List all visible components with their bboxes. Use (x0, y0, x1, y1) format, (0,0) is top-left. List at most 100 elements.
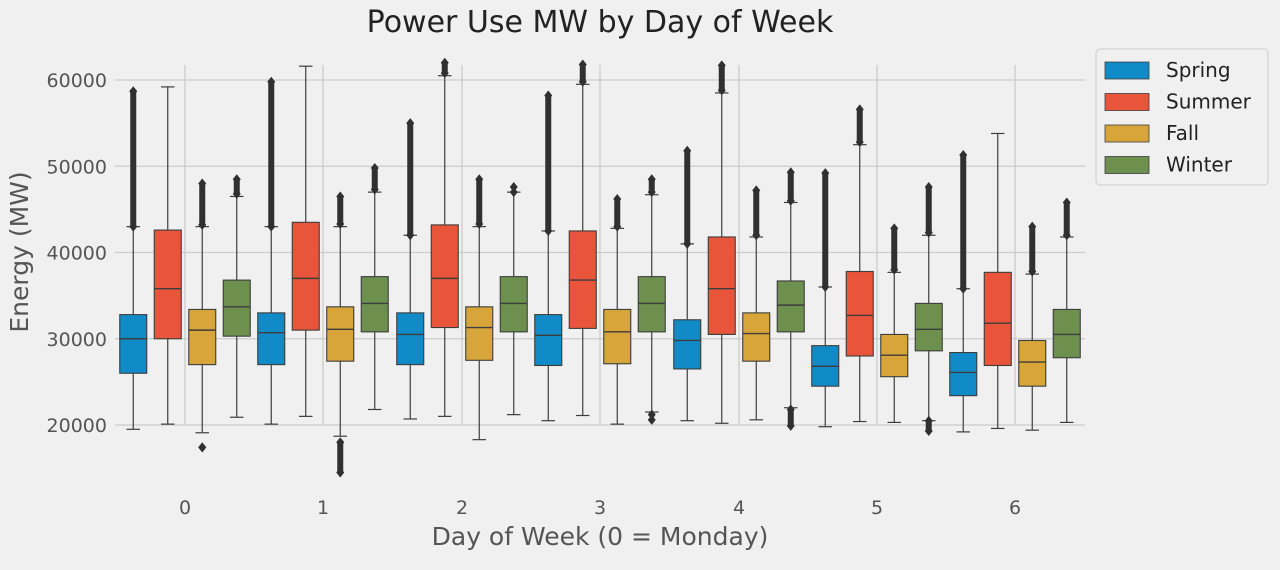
box-winter (499, 181, 528, 416)
outlier-high-point (924, 227, 933, 238)
outlier-high-point (959, 150, 968, 161)
outlier-high-point (129, 86, 138, 97)
iqr-box (914, 302, 943, 352)
iqr-box (845, 270, 874, 357)
y-tick-label: 30000 (47, 329, 107, 351)
legend-label-spring: Spring (1166, 58, 1231, 82)
outlier-high-point (683, 238, 692, 249)
outlier-high-point (786, 167, 795, 178)
iqr-box (949, 351, 978, 397)
iqr-box (257, 312, 286, 366)
legend-swatch-winter (1104, 156, 1150, 174)
box-winter (914, 181, 943, 437)
box-spring (811, 168, 840, 428)
box-spring (257, 76, 286, 425)
outlier-high-point (232, 174, 241, 185)
x-tick-label: 4 (733, 497, 745, 519)
iqr-box (673, 319, 702, 370)
box-fall (603, 194, 632, 425)
outlier-high-point (406, 230, 415, 241)
outlier-high-point (1028, 266, 1037, 277)
outlier-high-point (440, 57, 449, 68)
outlier-high-point (752, 185, 761, 196)
outlier-high-point (855, 137, 864, 148)
x-tick-label: 5 (871, 497, 883, 519)
y-tick-label: 50000 (47, 156, 107, 178)
outlier-low-point (647, 414, 656, 425)
outlier-high-point (647, 174, 656, 185)
iqr-box (1052, 308, 1081, 359)
outlier-high-point (613, 221, 622, 232)
y-tick-label: 20000 (47, 415, 107, 437)
box-summer (153, 86, 182, 425)
outlier-high-point (821, 282, 830, 292)
iqr-box (603, 308, 632, 365)
iqr-box (188, 308, 217, 366)
box-fall (1018, 221, 1047, 431)
outlier-high-point (198, 178, 207, 189)
outlier-low-point (786, 404, 795, 415)
outlier-high-point (440, 68, 449, 79)
legend-swatch-summer (1104, 93, 1150, 111)
iqr-box (742, 312, 771, 362)
outlier-high-point (717, 60, 726, 71)
outlier-high-point (855, 104, 864, 115)
x-tick-label: 0 (179, 497, 191, 519)
box-summer (845, 104, 874, 423)
outlier-high-point (267, 221, 276, 232)
iqr-box (396, 312, 425, 366)
box-spring (949, 150, 978, 433)
box-summer (291, 65, 320, 417)
outlier-high-point (613, 194, 622, 205)
iqr-box (360, 276, 389, 333)
iqr-box (776, 280, 805, 333)
iqr-box (465, 306, 494, 361)
outlier-low-point (924, 415, 933, 426)
box-fall (465, 174, 494, 441)
box-spring (673, 145, 702, 422)
outlier-high-point (475, 219, 484, 230)
x-axis-label: Day of Week (0 = Monday) (432, 522, 769, 551)
outlier-low-point (336, 437, 345, 448)
box-fall (188, 178, 217, 453)
box-winter (776, 167, 805, 431)
box-winter (1052, 197, 1081, 424)
box-summer (983, 132, 1012, 430)
outlier-high-point (924, 181, 933, 192)
outlier-high-point (370, 162, 379, 173)
legend-frame (1095, 48, 1269, 186)
legend-swatch-fall (1104, 124, 1150, 143)
box-layer (119, 57, 1081, 478)
outlier-low-point (924, 426, 933, 437)
outlier-low-point (198, 442, 207, 453)
box-winter (360, 162, 389, 411)
outlier-high-point (336, 219, 345, 230)
iqr-box (707, 236, 736, 335)
x-tick-label: 6 (1009, 497, 1021, 519)
box-winter (637, 174, 666, 425)
y-tick-label: 60000 (47, 70, 107, 92)
outlier-high-point (509, 187, 518, 198)
box-spring (119, 86, 148, 430)
iqr-box (119, 314, 148, 374)
legend-label-fall: Fall (1166, 121, 1199, 145)
outlier-high-point (232, 188, 241, 199)
outlier-high-point (198, 219, 207, 230)
outlier-high-point (336, 191, 345, 202)
outlier-high-point (370, 184, 379, 195)
outlier-high-point (786, 195, 795, 206)
outlier-high-point (959, 283, 968, 294)
outlier-high-point (578, 59, 587, 70)
outlier-high-point (647, 187, 656, 198)
box-fall (880, 223, 909, 424)
box-winter (222, 174, 251, 418)
box-fall (326, 191, 355, 478)
iqr-box (499, 276, 528, 333)
grid-layer (115, 65, 1085, 426)
legend-label-summer: Summer (1166, 90, 1252, 114)
outlier-high-point (1062, 230, 1071, 241)
outlier-high-point (890, 223, 899, 234)
tick-layer: 20000 30000 40000 50000 60000 0 1 2 3 4 5 6 (47, 70, 1022, 519)
